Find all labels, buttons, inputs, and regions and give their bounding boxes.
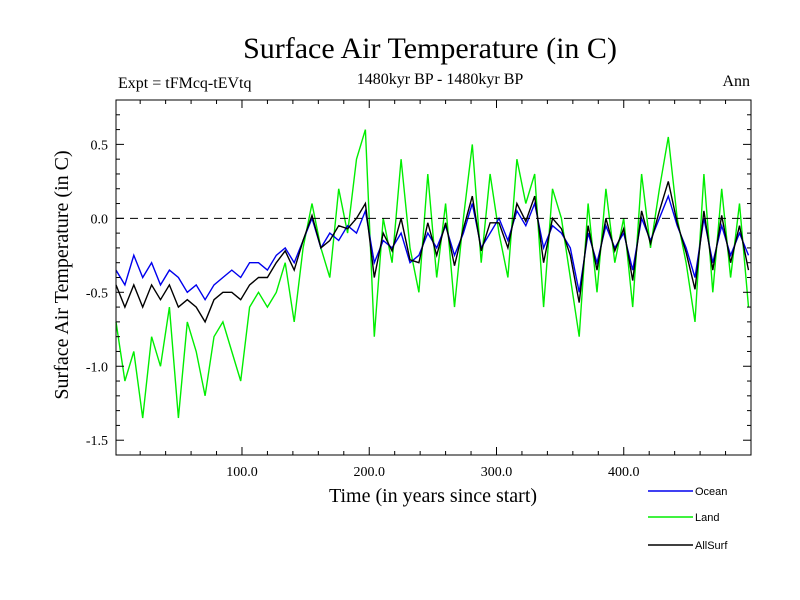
- y-tick-label: 0.0: [91, 212, 109, 227]
- plot-area: 100.0 200.0 300.0 400.0 -1.5 -1.0 -0.5 0.0 0.5: [86, 99, 752, 480]
- legend: Ocean Land AllSurf: [648, 486, 728, 552]
- legend-label-land: Land: [695, 512, 719, 524]
- series-line-allsurf: [115, 181, 750, 324]
- x-axis-label: Time (in years since start): [329, 485, 537, 507]
- x-tick-label: 300.0: [481, 465, 513, 480]
- chart-title: Surface Air Temperature (in C): [243, 32, 617, 65]
- y-tick-label: -1.0: [86, 360, 108, 375]
- x-tick-label: 400.0: [608, 465, 640, 480]
- x-tick-label: 200.0: [353, 465, 385, 480]
- chart-subtitle: 1480kyr BP - 1480kyr BP: [357, 71, 524, 88]
- legend-label-ocean: Ocean: [695, 486, 727, 498]
- x-tick-label: 100.0: [226, 465, 258, 480]
- y-axis-label: Surface Air Temperature (in C): [51, 150, 73, 399]
- y-tick-label: -1.5: [86, 434, 108, 449]
- experiment-label: Expt = tFMcq-tEVtq: [118, 75, 251, 92]
- plot-frame: [115, 99, 752, 456]
- series-line-ocean: [115, 193, 750, 302]
- y-tick-label: 0.5: [91, 138, 109, 153]
- series-line-land: [115, 129, 750, 419]
- period-label: Ann: [722, 73, 750, 90]
- legend-label-allsurf: AllSurf: [695, 540, 728, 552]
- y-tick-label: -0.5: [86, 286, 108, 301]
